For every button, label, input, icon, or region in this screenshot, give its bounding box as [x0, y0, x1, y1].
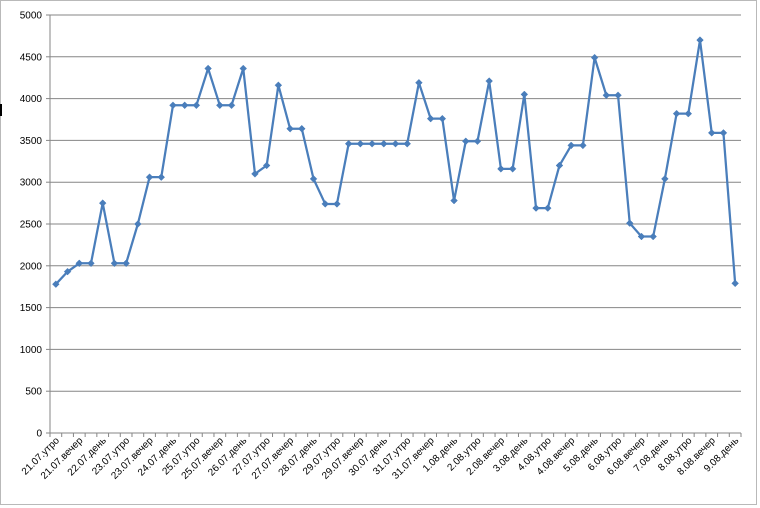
- data-point-marker: [602, 91, 611, 100]
- series-line: [55, 38, 737, 285]
- data-point-marker: [87, 259, 95, 268]
- data-point-marker: [403, 139, 411, 148]
- y-tick-label: 2500: [20, 220, 43, 231]
- data-point-marker: [672, 109, 681, 118]
- data-point-marker: [649, 232, 657, 241]
- data-point-marker: [684, 109, 693, 118]
- left-edge-mark: [0, 104, 2, 116]
- data-point-marker: [309, 175, 318, 183]
- data-point-marker: [532, 204, 540, 212]
- data-point-marker: [321, 200, 329, 208]
- data-point-marker: [344, 139, 353, 148]
- data-point-marker: [286, 124, 294, 133]
- data-point-marker: [520, 90, 529, 99]
- data-point-marker: [637, 232, 646, 241]
- data-point-marker: [438, 114, 447, 123]
- data-point-marker: [719, 129, 728, 137]
- data-point-marker: [216, 101, 224, 110]
- data-point-marker: [192, 101, 201, 110]
- data-point-marker: [52, 280, 60, 288]
- data-point-marker: [134, 220, 142, 228]
- y-tick-label: 3000: [20, 178, 43, 189]
- data-point-marker: [227, 101, 236, 110]
- data-point-marker: [462, 137, 470, 145]
- y-tick-label: 1500: [20, 303, 43, 314]
- data-point-marker: [696, 36, 704, 44]
- y-axis-ticks: 0 500 1000 1500 2000 2500 3000 3500 4000 4500 5000: [20, 11, 51, 440]
- data-point-marker: [497, 165, 505, 173]
- series-group: [52, 36, 739, 288]
- data-point-marker: [426, 114, 435, 123]
- data-point-marker: [145, 173, 154, 181]
- data-point-marker: [555, 161, 564, 170]
- data-point-marker: [380, 139, 388, 148]
- y-tick-label: 4500: [20, 52, 43, 63]
- data-point-marker: [98, 199, 107, 207]
- y-tick-label: 5000: [20, 11, 43, 22]
- data-point-marker: [579, 141, 587, 150]
- data-point-marker: [122, 259, 130, 268]
- y-tick-label: 3500: [20, 136, 43, 147]
- data-point-marker: [333, 200, 341, 208]
- gridlines: [50, 14, 741, 392]
- data-point-marker: [251, 170, 259, 178]
- data-point-marker: [368, 139, 376, 148]
- data-point-marker: [731, 279, 739, 288]
- data-point-marker: [661, 175, 669, 183]
- data-point-marker: [614, 91, 622, 100]
- data-point-marker: [707, 129, 716, 137]
- data-point-marker: [239, 64, 247, 73]
- y-tick-label: 4000: [20, 94, 43, 105]
- data-point-marker: [508, 165, 517, 173]
- y-tick-label: 1000: [20, 345, 43, 356]
- data-point-marker: [625, 219, 634, 227]
- data-point-marker: [110, 259, 119, 268]
- data-point-marker: [415, 78, 423, 87]
- data-point-marker: [590, 53, 599, 62]
- data-point-marker: [204, 64, 212, 73]
- data-point-marker: [262, 161, 271, 170]
- data-point-marker: [298, 124, 306, 133]
- data-point-marker: [450, 196, 458, 205]
- data-point-marker: [169, 101, 177, 110]
- y-tick-label: 500: [25, 387, 42, 398]
- data-point-marker: [567, 141, 575, 150]
- data-point-marker: [274, 81, 283, 89]
- y-tick-label: 2000: [20, 261, 43, 272]
- data-point-marker: [75, 259, 84, 268]
- data-point-marker: [157, 173, 166, 181]
- data-point-marker: [391, 139, 400, 148]
- data-point-marker: [63, 267, 72, 276]
- data-point-marker: [356, 139, 365, 148]
- data-point-marker: [180, 101, 189, 110]
- data-point-marker: [544, 204, 552, 212]
- y-tick-label: 0: [36, 429, 42, 440]
- data-point-marker: [485, 77, 493, 85]
- data-point-marker: [473, 137, 482, 145]
- x-axis-ticks: 21.07.утро21.07.вечер22.07.день23.07.утр…: [20, 432, 742, 482]
